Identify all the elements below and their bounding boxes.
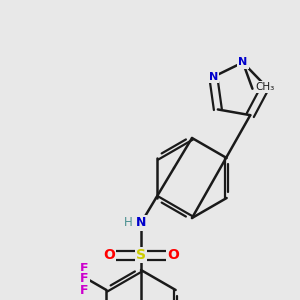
Text: F: F [80, 284, 88, 296]
Text: CH₃: CH₃ [255, 82, 275, 92]
Text: F: F [80, 262, 88, 275]
Text: O: O [103, 248, 115, 262]
Text: O: O [167, 248, 179, 262]
Text: F: F [80, 272, 88, 286]
Text: N: N [238, 57, 248, 68]
Text: S: S [136, 248, 146, 262]
Text: N: N [136, 217, 146, 230]
Text: H: H [124, 215, 132, 229]
Text: N: N [209, 72, 218, 82]
